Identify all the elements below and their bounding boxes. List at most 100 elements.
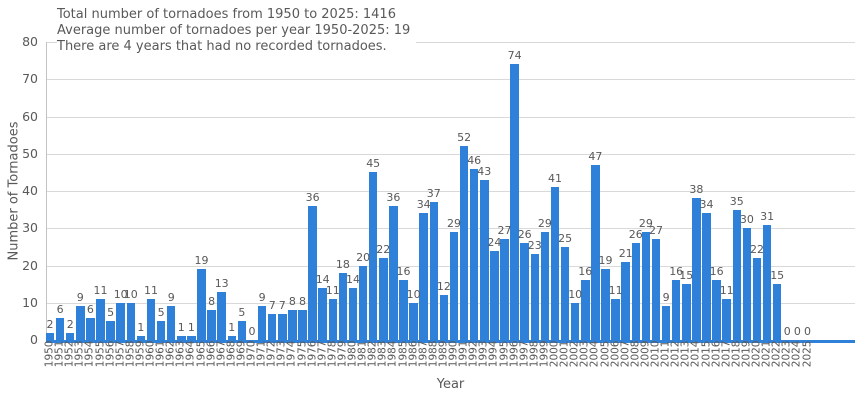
bar-2011 bbox=[661, 306, 671, 340]
bar-value-label-1965: 19 bbox=[194, 254, 209, 268]
gridline-y50 bbox=[46, 153, 855, 155]
bar-1981 bbox=[358, 265, 368, 340]
bar-value-label-2000: 41 bbox=[548, 172, 562, 186]
bar-value-label-1997: 26 bbox=[517, 228, 532, 242]
bar-2014 bbox=[692, 198, 701, 340]
bar-1962 bbox=[166, 306, 176, 340]
bar-1964 bbox=[187, 336, 196, 340]
bar-value-label-1959: 1 bbox=[137, 321, 145, 335]
chart-annotations: Total number of tornadoes from 1950 to 2… bbox=[57, 5, 417, 57]
bar-value-label-2013: 15 bbox=[679, 269, 694, 283]
bar-value-label-1989: 12 bbox=[436, 280, 451, 294]
bar-value-label-2009: 29 bbox=[638, 216, 653, 230]
plot-area: 2 6 2 9 6 11 5 10 10 1 11 5 9 1 1 19 8 13 1 5 0 9 7 7 8 8 36 14 11 18… bbox=[45, 42, 855, 340]
bar-1990 bbox=[449, 231, 459, 340]
bar-1960 bbox=[146, 299, 156, 340]
bar-1993 bbox=[480, 179, 489, 340]
bar-value-label-1950: 2 bbox=[46, 317, 54, 331]
bar-value-label-1956: 5 bbox=[107, 306, 115, 320]
bar-1994 bbox=[490, 250, 499, 340]
bar-1950 bbox=[45, 332, 55, 340]
bar-value-label-1968: 1 bbox=[228, 321, 236, 335]
bar-value-label-2015: 34 bbox=[699, 198, 714, 212]
annotation-average: Average number of tornadoes per year 195… bbox=[57, 23, 411, 38]
bar-value-label-2010: 27 bbox=[649, 224, 663, 238]
bar-value-label-2002: 10 bbox=[568, 287, 583, 301]
bar-1996 bbox=[510, 64, 519, 340]
bar-value-label-1975: 8 bbox=[299, 295, 306, 309]
bar-2019 bbox=[742, 228, 752, 340]
gridline-y70 bbox=[46, 79, 855, 81]
bar-value-label-2018: 35 bbox=[729, 194, 744, 208]
bar-1982 bbox=[368, 172, 378, 340]
bar-value-label-1986: 10 bbox=[406, 287, 421, 301]
bar-value-label-2011: 9 bbox=[662, 291, 670, 305]
bar-value-label-1979: 18 bbox=[335, 257, 350, 271]
bar-value-label-1987: 34 bbox=[416, 198, 431, 212]
bar-value-label-2005: 19 bbox=[598, 254, 613, 268]
bar-2008 bbox=[631, 243, 641, 340]
bar-1963 bbox=[177, 336, 186, 340]
bar-value-label-1998: 23 bbox=[527, 239, 542, 253]
bar-1961 bbox=[156, 321, 166, 340]
bar-value-label-2024: 0 bbox=[793, 325, 801, 338]
bar-2016 bbox=[712, 280, 721, 340]
y-tick-label: 20 bbox=[22, 257, 38, 273]
bar-1997 bbox=[520, 243, 529, 340]
bar-1957 bbox=[116, 302, 125, 340]
bar-1955 bbox=[96, 299, 105, 340]
y-tick-label: 40 bbox=[22, 183, 38, 198]
gridline-y30 bbox=[46, 228, 855, 230]
bar-value-label-2021: 31 bbox=[760, 209, 775, 223]
bar-value-label-1958: 10 bbox=[123, 287, 138, 301]
bar-value-label-1994: 24 bbox=[487, 235, 502, 249]
bar-value-label-1991: 52 bbox=[457, 131, 472, 145]
bar-2018 bbox=[732, 209, 742, 340]
bar-2006 bbox=[611, 299, 620, 340]
bar-value-label-2003: 16 bbox=[578, 265, 593, 279]
bar-value-label-2014: 38 bbox=[689, 183, 704, 197]
bar-2021 bbox=[762, 224, 772, 340]
y-tick-label: 80 bbox=[22, 34, 38, 49]
bar-value-label-1981: 20 bbox=[356, 250, 371, 264]
bar-value-label-1988: 37 bbox=[426, 187, 441, 201]
annotation-total: Total number of tornadoes from 1950 to 2… bbox=[57, 7, 396, 22]
bar-2007 bbox=[621, 261, 630, 340]
y-axis-spine bbox=[46, 42, 47, 341]
x-axis-title: Year bbox=[436, 377, 465, 392]
y-tick-label: 50 bbox=[22, 145, 38, 161]
bar-value-label-2008: 26 bbox=[628, 228, 643, 242]
bar-value-label-1957: 10 bbox=[113, 287, 128, 301]
bar-value-label-2007: 21 bbox=[618, 246, 633, 260]
bar-value-label-2017: 11 bbox=[719, 284, 734, 298]
bar-value-label-1969: 5 bbox=[238, 306, 246, 320]
bar-1959 bbox=[136, 336, 146, 340]
bar-1980 bbox=[348, 287, 358, 340]
bar-1999 bbox=[540, 231, 550, 340]
bar-1968 bbox=[227, 336, 237, 340]
bar-value-label-1961: 5 bbox=[157, 306, 165, 320]
bar-value-label-1977: 14 bbox=[315, 272, 330, 286]
bar-value-label-2022: 15 bbox=[770, 269, 785, 283]
bar-value-label-1996: 74 bbox=[507, 49, 522, 63]
bar-1954 bbox=[86, 317, 95, 340]
bar-2010 bbox=[651, 239, 661, 340]
bar-value-label-1995: 27 bbox=[497, 224, 512, 238]
bar-1953 bbox=[76, 306, 85, 340]
bar-value-label-1951: 6 bbox=[56, 302, 64, 316]
bar-1974 bbox=[288, 310, 297, 340]
bar-value-label-1973: 7 bbox=[278, 298, 286, 312]
bar-1969 bbox=[237, 321, 247, 340]
bar-value-label-2025: 0 bbox=[804, 325, 811, 338]
bar-1951 bbox=[55, 317, 65, 340]
y-tick-label: 30 bbox=[22, 220, 38, 236]
bar-1952 bbox=[65, 332, 75, 340]
bar-1987 bbox=[419, 213, 428, 340]
bar-value-label-1962: 9 bbox=[167, 291, 175, 305]
gridline-y40 bbox=[46, 191, 855, 192]
bar-2000 bbox=[550, 187, 560, 340]
bar-value-label-1963: 1 bbox=[177, 321, 185, 335]
bar-2003 bbox=[581, 280, 590, 340]
bar-value-label-2012: 16 bbox=[669, 265, 684, 279]
bar-value-label-1983: 22 bbox=[376, 243, 391, 257]
